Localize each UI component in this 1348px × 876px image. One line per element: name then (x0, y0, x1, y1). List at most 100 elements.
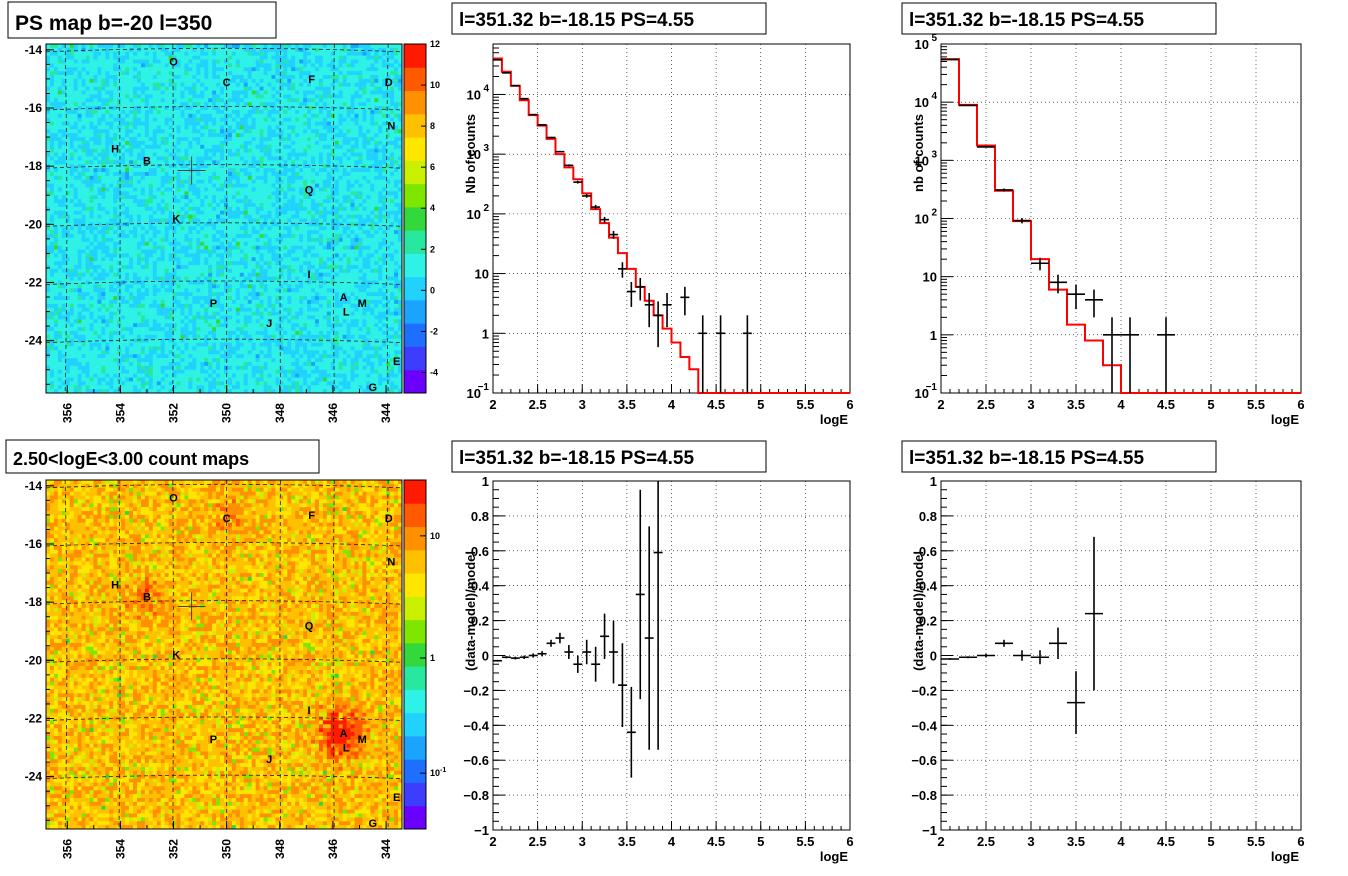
heatmap-cell (129, 303, 134, 308)
heatmap-cell (121, 199, 126, 204)
heatmap-cell (81, 315, 86, 320)
heatmap-cell (133, 338, 138, 343)
heatmap-cell (172, 234, 177, 239)
heatmap-cell (77, 350, 82, 355)
heatmap-cell (164, 78, 169, 84)
heatmap-cell (77, 75, 82, 80)
heatmap-cell (176, 175, 181, 181)
heatmap-cell (121, 346, 126, 351)
heatmap-cell (73, 59, 78, 64)
heatmap-cell (85, 307, 90, 312)
heatmap-cell (204, 175, 209, 181)
heatmap-cell (65, 113, 71, 118)
heatmap-cell (231, 90, 237, 95)
heatmap-cell (180, 296, 185, 301)
heatmap-cell (89, 187, 94, 192)
heatmap-cell (196, 75, 201, 80)
heatmap-cell (251, 222, 256, 227)
heatmap-cell (53, 230, 59, 235)
heatmap-cell (61, 292, 67, 297)
heatmap-cell (196, 51, 201, 56)
heatmap-cell (46, 75, 51, 80)
heatmap-cell (160, 299, 165, 305)
heatmap-cell (129, 241, 134, 246)
heatmap-cell (121, 365, 126, 371)
heatmap-cell (255, 187, 260, 192)
heatmap-cell (251, 249, 256, 254)
heatmap-cell (109, 78, 114, 84)
heatmap-cell (148, 323, 154, 328)
heatmap-cell (184, 152, 189, 157)
heatmap-cell (220, 330, 225, 336)
heatmap-cell (224, 288, 229, 293)
heatmap-cell (243, 179, 249, 184)
heatmap-cell (101, 218, 106, 223)
heatmap-cell (164, 179, 169, 184)
heatmap-cell (263, 226, 268, 231)
heatmap-cell (93, 179, 98, 184)
heatmap-cell (109, 140, 114, 146)
heatmap-cell (148, 44, 154, 49)
heatmap-cell (259, 361, 264, 367)
heatmap-cell (251, 218, 256, 223)
heatmap-cell (184, 296, 189, 301)
heatmap-cell (46, 102, 51, 107)
heatmap-cell (53, 319, 59, 324)
heatmap-cell (188, 113, 193, 118)
heatmap-cell (247, 377, 252, 382)
heatmap-cell (239, 137, 245, 142)
heatmap-cell (200, 71, 205, 76)
heatmap-cell (136, 268, 142, 274)
heatmap-cell (85, 202, 90, 208)
heatmap-cell (136, 350, 142, 355)
heatmap-cell (255, 51, 260, 56)
heatmap-cell (263, 191, 268, 196)
heatmap-cell (57, 206, 63, 212)
heatmap-cell (136, 140, 142, 146)
heatmap-cell (235, 195, 241, 200)
heatmap-cell (148, 156, 154, 161)
heatmap-cell (81, 109, 86, 115)
heatmap-cell (176, 47, 181, 53)
heatmap-cell (164, 168, 169, 173)
heatmap-cell (180, 334, 185, 340)
heatmap-cell (61, 152, 67, 157)
heatmap-cell (61, 334, 67, 340)
heatmap-cell (97, 381, 102, 386)
heatmap-cell (93, 137, 98, 142)
heatmap-cell (121, 280, 126, 285)
heatmap-cell (85, 191, 90, 196)
heatmap-cell (239, 361, 245, 367)
heatmap-cell (73, 373, 78, 378)
heatmap-cell (144, 59, 150, 64)
heatmap-cell (129, 102, 134, 107)
heatmap-cell (235, 71, 241, 76)
heatmap-cell (172, 94, 177, 99)
heatmap-cell (259, 330, 264, 336)
heatmap-cell (172, 346, 177, 351)
heatmap-cell (57, 323, 63, 328)
heatmap-cell (180, 191, 185, 196)
heatmap-cell (125, 245, 130, 250)
heatmap-cell (101, 272, 106, 277)
heatmap-cell (57, 234, 63, 239)
heatmap-cell (212, 350, 217, 355)
heatmap-cell (156, 78, 162, 84)
heatmap-cell (125, 369, 130, 374)
heatmap-cell (129, 191, 134, 196)
heatmap-cell (144, 137, 150, 142)
heatmap-cell (129, 315, 134, 320)
heatmap-cell (73, 315, 78, 320)
heatmap-cell (247, 334, 252, 340)
heatmap-cell (61, 214, 67, 219)
heatmap-cell (180, 288, 185, 293)
heatmap-cell (192, 358, 197, 363)
heatmap-cell (235, 164, 241, 169)
heatmap-cell (239, 245, 245, 250)
heatmap-cell (208, 311, 213, 316)
heatmap-cell (85, 171, 90, 177)
heatmap-cell (227, 129, 233, 134)
heatmap-cell (235, 206, 241, 212)
heatmap-cell (109, 249, 114, 254)
heatmap-cell (89, 358, 94, 363)
